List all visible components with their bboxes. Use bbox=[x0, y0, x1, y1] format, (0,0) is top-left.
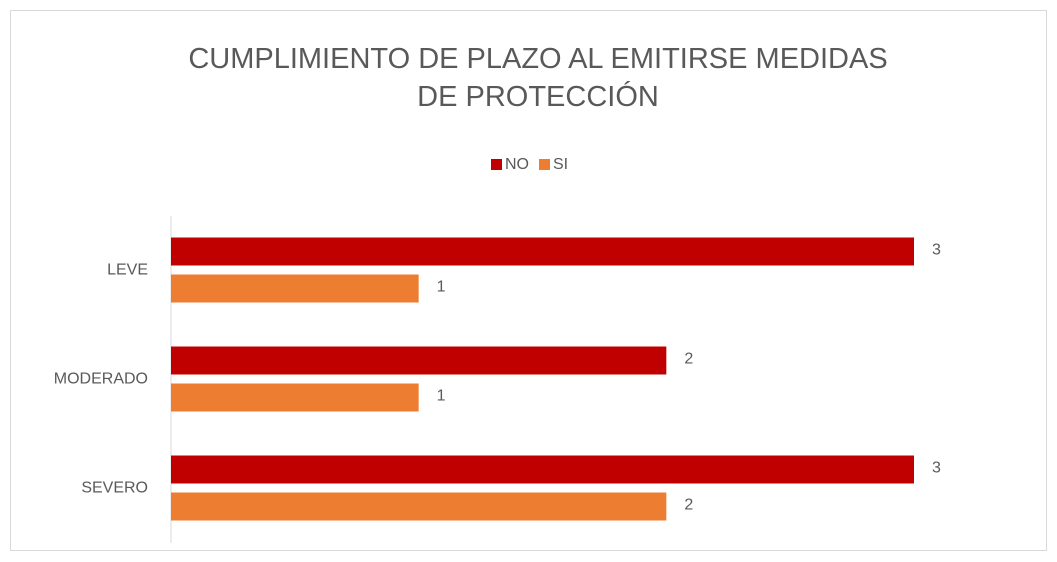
y-tick-label: LEVE bbox=[107, 262, 148, 279]
y-tick-label: MODERADO bbox=[54, 371, 148, 388]
y-tick-label: SEVERO bbox=[81, 480, 148, 497]
bar bbox=[171, 274, 419, 303]
data-label: 1 bbox=[437, 388, 446, 405]
legend-swatch bbox=[539, 159, 550, 170]
chart-title: CUMPLIMIENTO DE PLAZO AL EMITIRSE MEDIDA… bbox=[188, 43, 888, 113]
data-label: 3 bbox=[932, 242, 941, 259]
legend-label: SI bbox=[553, 156, 568, 173]
data-label: 3 bbox=[932, 460, 941, 477]
data-label: 2 bbox=[684, 497, 693, 514]
chart-frame bbox=[10, 10, 1047, 551]
legend-label: NO bbox=[505, 156, 529, 173]
bar bbox=[171, 237, 914, 266]
data-label: 1 bbox=[437, 279, 446, 296]
bar bbox=[171, 346, 667, 375]
bar bbox=[171, 383, 419, 412]
data-label: 2 bbox=[684, 351, 693, 368]
bar bbox=[171, 455, 914, 484]
bar bbox=[171, 492, 667, 521]
legend-swatch bbox=[491, 159, 502, 170]
